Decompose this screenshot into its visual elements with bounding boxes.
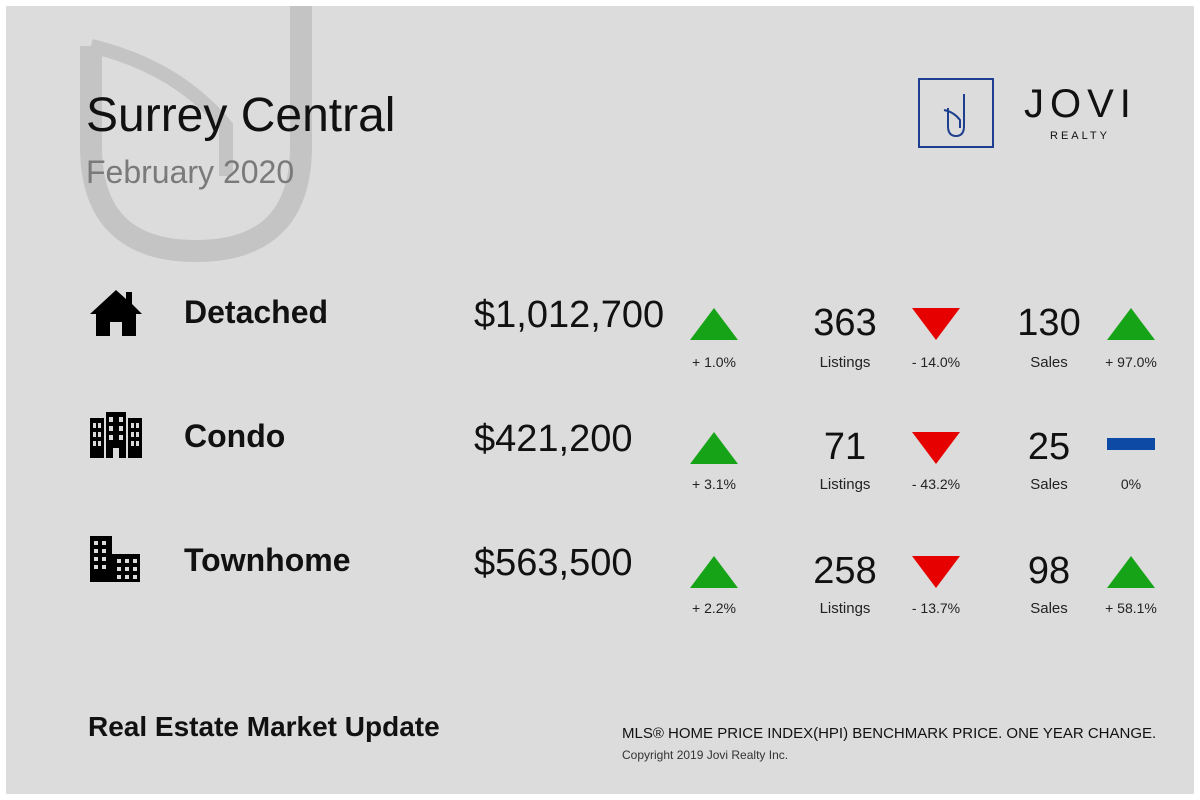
arrow-up-icon <box>1107 308 1155 340</box>
listings-label: Listings <box>819 600 871 617</box>
logo-name: JOVI <box>1024 82 1137 126</box>
logo-subname: REALTY <box>1050 130 1110 142</box>
property-type-label: Detached <box>184 294 329 330</box>
listings-label: Listings <box>819 476 871 493</box>
listings-change: - 43.2% <box>911 476 961 492</box>
listings-count: 71 <box>823 426 867 468</box>
listings-label: Listings <box>819 354 871 371</box>
sales-change: + 97.0% <box>1105 354 1157 370</box>
footer-note: MLS® HOME PRICE INDEX(HPI) BENCHMARK PRI… <box>622 725 1157 742</box>
arrow-up-icon <box>1107 556 1155 588</box>
watermark-logo-icon <box>80 6 312 263</box>
price-change: + 1.0% <box>692 354 736 370</box>
arrow-up-icon <box>690 556 738 588</box>
sales-label: Sales <box>1030 476 1068 493</box>
logo-mark <box>918 78 994 148</box>
infographic-card: Surrey Central February 2020 JOVI REALTY… <box>6 6 1194 794</box>
benchmark-price: $1,012,700 <box>474 294 665 336</box>
arrow-up-icon <box>690 432 738 464</box>
arrow-up-icon <box>690 308 738 340</box>
flat-bar-icon <box>1107 438 1155 450</box>
sales-change: + 58.1% <box>1105 600 1157 616</box>
sales-label: Sales <box>1030 600 1068 617</box>
benchmark-price: $421,200 <box>474 418 633 460</box>
sales-count: 130 <box>1017 302 1081 344</box>
sales-count: 98 <box>1027 550 1071 592</box>
page-title: Surrey Central <box>86 89 396 142</box>
page-subtitle: February 2020 <box>86 154 295 190</box>
arrow-down-icon <box>912 432 960 464</box>
condo-building-icon <box>90 412 142 458</box>
listings-change: - 13.7% <box>911 600 961 616</box>
sales-label: Sales <box>1030 354 1068 371</box>
property-type-label: Condo <box>184 418 286 454</box>
price-change: + 3.1% <box>692 476 736 492</box>
footer-copyright: Copyright 2019 Jovi Realty Inc. <box>622 748 789 762</box>
arrow-down-icon <box>912 308 960 340</box>
sales-count: 25 <box>1027 426 1071 468</box>
row-condo: Condo $421,200 + 3.1% 71 Listings - 43.2… <box>6 410 1194 510</box>
price-change: + 2.2% <box>692 600 736 616</box>
listings-change: - 14.0% <box>911 354 961 370</box>
benchmark-price: $563,500 <box>474 542 633 584</box>
sales-change: 0% <box>1120 476 1142 492</box>
property-type-label: Townhome <box>184 542 351 578</box>
row-townhome: Townhome $563,500 + 2.2% 258 Listings - … <box>6 534 1194 634</box>
arrow-down-icon <box>912 556 960 588</box>
logo-j-icon <box>943 94 965 138</box>
listings-count: 258 <box>813 550 877 592</box>
row-detached: Detached $1,012,700 + 1.0% 363 Listings … <box>6 286 1194 386</box>
listings-count: 363 <box>813 302 877 344</box>
house-icon <box>90 290 142 336</box>
footer-title: Real Estate Market Update <box>88 711 440 742</box>
townhome-building-icon <box>90 536 140 582</box>
